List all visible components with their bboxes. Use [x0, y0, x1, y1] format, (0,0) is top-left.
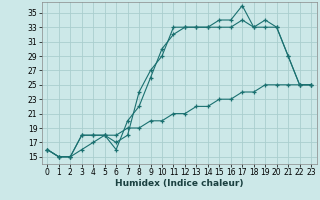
X-axis label: Humidex (Indice chaleur): Humidex (Indice chaleur): [115, 179, 244, 188]
